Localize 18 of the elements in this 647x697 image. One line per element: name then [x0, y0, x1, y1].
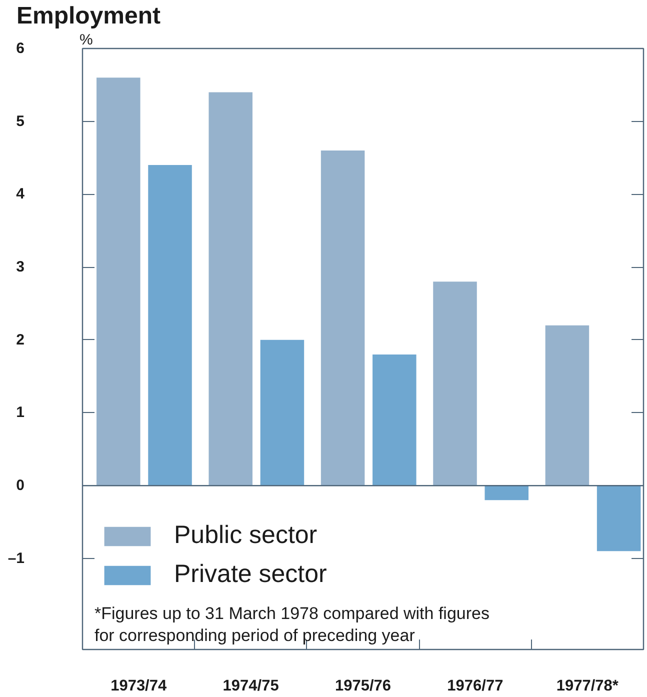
y-tick-label: 1 [16, 404, 24, 422]
legend-label: Private sector [174, 560, 327, 589]
y-tick-label: 6 [16, 40, 24, 57]
x-tick-label: 1973/74 [110, 678, 167, 694]
annotation: *Figures up to 31 March 1978 compared with figures for corresponding period of preceding year [94, 604, 490, 645]
y-tick-label: 3 [16, 258, 24, 276]
y-tick-label: 0 [16, 477, 24, 494]
y-axis-title: % [80, 32, 93, 48]
y-tick-label: 2 [16, 331, 24, 348]
x-tick-label: 1977/78* [556, 678, 620, 694]
x-tick-label: 1975/76 [334, 678, 392, 694]
legend-label: Public sector [174, 521, 318, 550]
y-tick-label: 4 [16, 186, 26, 203]
x-tick-label: 1976/77 [447, 678, 504, 694]
chart-title: Employment [16, 2, 161, 30]
y-tick-label: –1 [8, 550, 25, 567]
x-tick-label: 1974/75 [222, 678, 280, 694]
y-tick-label: 5 [16, 112, 24, 130]
